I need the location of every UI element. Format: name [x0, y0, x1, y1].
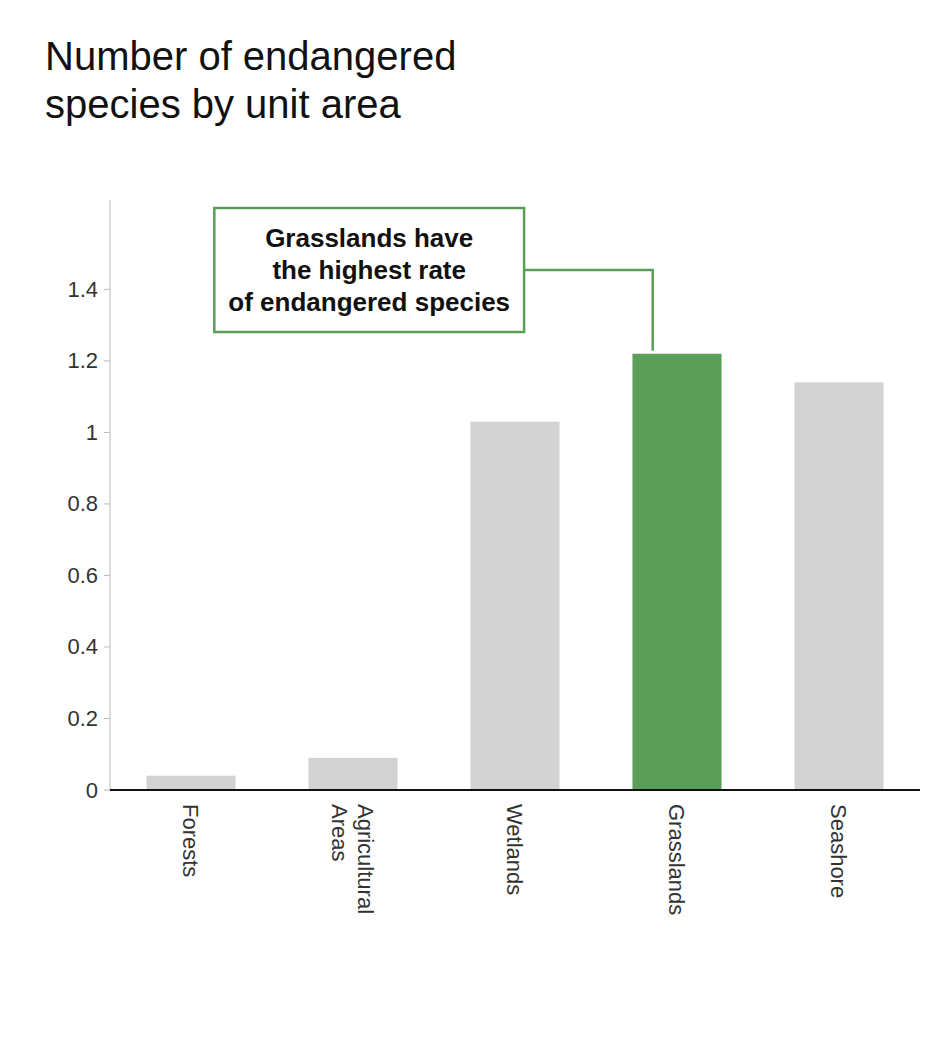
x-tick-label: Grasslands — [665, 804, 690, 915]
x-ticks: Forests AgriculturalAreas Wetlands Grasslan… — [179, 804, 852, 915]
y-tick — [104, 432, 110, 433]
y-tick-label: 0.8 — [67, 491, 98, 516]
y-ticks: 0 0.2 0.4 0.6 0.8 1 1.2 1.4 — [67, 277, 110, 803]
y-tick — [104, 289, 110, 290]
background — [0, 0, 948, 1044]
y-tick — [104, 360, 110, 361]
y-tick — [104, 575, 110, 576]
x-tick-label: AgriculturalAreas — [328, 804, 379, 914]
bar — [308, 758, 397, 790]
annotation: Grasslands havethe highest rateof endang… — [214, 208, 652, 351]
chart: Number of endangeredspecies by unit area… — [0, 0, 948, 1044]
y-tick-label: 0 — [86, 778, 98, 803]
y-axis-line — [110, 200, 111, 790]
y-tick — [104, 503, 110, 504]
bar — [632, 354, 721, 790]
bar — [470, 422, 559, 790]
x-axis-line — [110, 789, 920, 791]
title: Number of endangeredspecies by unit area — [45, 34, 456, 126]
y-tick-label: 0.6 — [67, 563, 98, 588]
y-tick — [104, 790, 110, 791]
bars — [146, 354, 883, 790]
y-tick-label: 0.4 — [67, 634, 98, 659]
y-tick — [104, 718, 110, 719]
y-tick-label: 1.4 — [67, 277, 98, 302]
y-tick-label: 1 — [86, 420, 98, 445]
bar — [794, 382, 883, 790]
annotation-text: Grasslands havethe highest rateof endang… — [228, 223, 510, 317]
x-tick-label: Seashore — [827, 804, 852, 898]
x-tick-label: Wetlands — [503, 804, 528, 895]
annotation-connector — [524, 270, 653, 351]
y-tick — [104, 646, 110, 647]
y-tick-label: 1.2 — [67, 348, 98, 373]
x-tick-label: Forests — [179, 804, 204, 877]
bar — [146, 776, 235, 790]
y-tick-label: 0.2 — [67, 706, 98, 731]
annotation-box — [214, 208, 524, 332]
